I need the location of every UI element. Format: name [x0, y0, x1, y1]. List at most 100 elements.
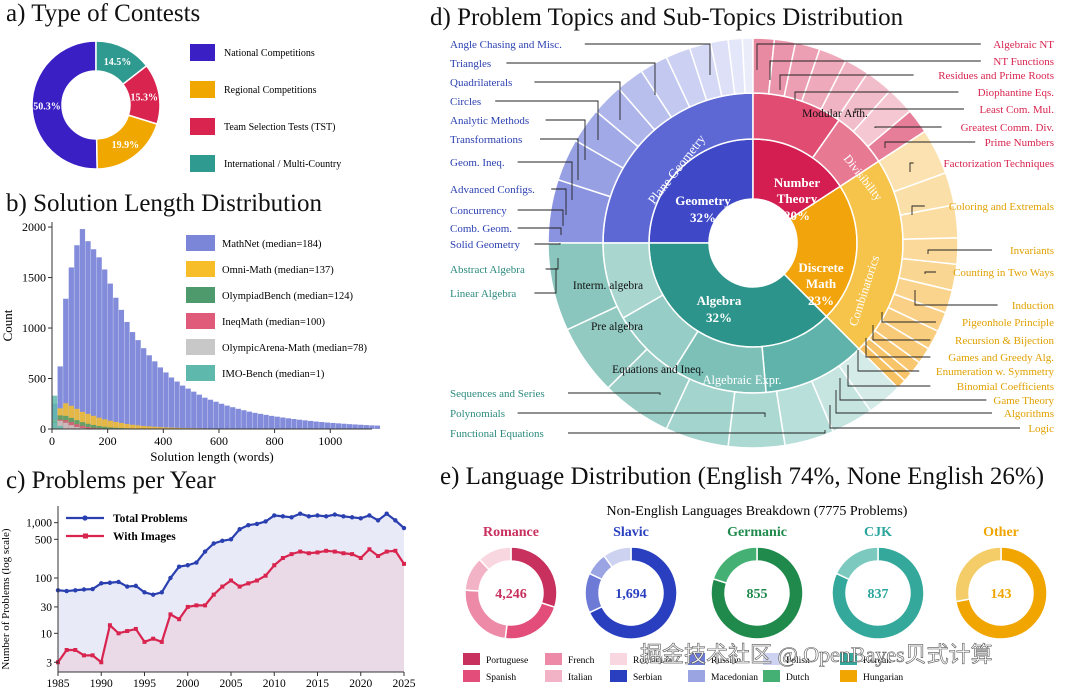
hist-bar	[74, 424, 80, 429]
year-point	[211, 541, 216, 546]
year-point	[280, 555, 285, 560]
hist-bar	[74, 408, 80, 429]
year-y-tick-label: 10	[41, 628, 53, 640]
topic-leader-line	[872, 325, 931, 341]
hist-bar	[79, 422, 86, 429]
language-slice	[504, 601, 556, 640]
year-point	[350, 552, 355, 557]
year-point	[272, 513, 277, 518]
year-point	[211, 592, 216, 597]
language-legend-swatch	[840, 653, 857, 665]
hist-bar	[96, 257, 102, 429]
hist-bar	[90, 424, 97, 429]
hist-bar	[102, 419, 108, 429]
topic-nt-leaf-label: Prime Numbers	[985, 137, 1054, 149]
year-point	[220, 538, 225, 544]
year-legend-marker	[83, 533, 88, 539]
language-legend-label: Macedonian	[711, 673, 758, 683]
hist-y-axis-label: Count	[0, 309, 15, 341]
topic-leader-line	[914, 290, 998, 306]
year-point	[306, 514, 312, 519]
topic-inner-pct: 20%	[784, 208, 810, 223]
year-legend-label: Total Problems	[113, 513, 188, 525]
language-group-title: CJK	[864, 525, 892, 540]
contest-slice	[31, 40, 98, 170]
hist-legend-swatch	[186, 339, 215, 355]
year-point	[384, 511, 389, 516]
topic-middle-label: Algebraic Expr.	[702, 373, 781, 387]
hist-bar	[96, 417, 102, 429]
hist-bar	[141, 348, 147, 429]
year-point	[280, 514, 286, 519]
topic-nt-leaf-label: Least Com. Mul.	[979, 104, 1054, 116]
language-slice	[584, 572, 604, 614]
topic-leader-line	[495, 100, 599, 140]
topic-discrete-leaf-label: Game Theory	[993, 395, 1054, 407]
topic-leader-line	[829, 405, 1020, 429]
hist-bar	[141, 425, 147, 429]
year-x-tick-label: 2020	[349, 678, 372, 689]
topic-inner-pct: 32%	[706, 310, 732, 325]
contest-slice	[95, 40, 148, 86]
topic-discrete-leaf-label: Counting in Two Ways	[953, 267, 1054, 279]
hist-bar	[107, 283, 113, 429]
topic-discrete-leaf-label: Logic	[1028, 423, 1054, 435]
hist-bar	[319, 422, 325, 429]
hist-bar	[124, 321, 130, 429]
contest-legend-swatch	[190, 155, 215, 172]
hist-bar	[79, 427, 86, 429]
year-point	[323, 514, 329, 519]
hist-bar	[313, 421, 319, 429]
topic-algebra-leaf-label: Linear Algebra	[450, 288, 516, 300]
hist-bar	[85, 241, 91, 429]
language-legend-swatch	[763, 653, 780, 665]
year-point	[202, 549, 208, 554]
language-legend-swatch	[545, 653, 562, 665]
hist-bar	[102, 269, 108, 429]
contest-slice	[121, 64, 161, 125]
hist-legend-swatch	[186, 261, 215, 277]
hist-bar	[152, 361, 158, 429]
hist-y-tick-label: 0	[40, 422, 46, 436]
year-point	[116, 631, 121, 636]
hist-bar	[63, 422, 69, 429]
hist-legend-label: OlympicArena-Math (median=78)	[222, 343, 368, 354]
language-legend-swatch	[840, 670, 857, 682]
topic-leader-line	[854, 108, 964, 113]
year-point	[332, 512, 337, 517]
topic-nt-leaf-label: Greatest Comm. Div.	[961, 122, 1055, 134]
hist-bar	[124, 423, 130, 429]
topic-geometry-leaf-label: Comb. Geom.	[450, 223, 512, 235]
year-point	[194, 603, 199, 608]
hist-legend-label: OlympiadBench (median=124)	[222, 291, 354, 302]
year-point	[194, 560, 199, 565]
hist-bar	[263, 414, 269, 429]
hist-bar	[335, 423, 342, 429]
hist-bar	[85, 413, 91, 429]
topic-algebra-leaf-label: Sequences and Series	[450, 388, 545, 400]
language-subtitle: Non-English Languages Breakdown (7775 Pr…	[607, 504, 908, 519]
year-point	[99, 581, 104, 586]
contest-slice-label: 14.5%	[104, 57, 132, 68]
hist-legend-swatch	[186, 287, 215, 303]
language-group-title: Other	[983, 525, 1019, 540]
topic-geometry-leaf-label: Circles	[450, 96, 481, 108]
topic-leader-line	[839, 378, 987, 401]
year-point	[384, 549, 389, 554]
topic-algebra-leaf-label: Functional Equations	[450, 428, 544, 440]
year-point	[185, 604, 190, 609]
hist-bar	[213, 401, 219, 429]
year-point	[393, 548, 398, 553]
year-point	[133, 583, 139, 589]
topic-middle-label: Equations and Ineq.	[612, 364, 704, 376]
language-legend-label: French	[568, 656, 595, 666]
topic-leader-line	[911, 205, 925, 215]
language-legend-label: Russian	[711, 656, 741, 666]
hist-bar	[146, 355, 152, 429]
language-group-total: 837	[868, 587, 889, 602]
year-point	[203, 603, 208, 608]
hist-x-tick-label: 800	[266, 434, 284, 448]
contest-legend-label: International / Multi-Country	[224, 159, 341, 170]
year-point	[272, 563, 277, 568]
year-point	[315, 550, 320, 555]
